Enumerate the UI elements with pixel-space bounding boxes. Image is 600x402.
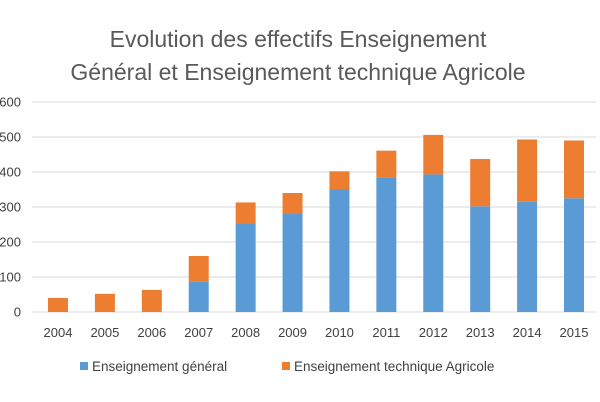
- bar-technique-2006: [141, 289, 162, 312]
- bar-general-2009: [282, 214, 303, 312]
- bar-technique-2015: [564, 140, 584, 199]
- legend-swatch-general: [80, 362, 88, 370]
- y-tick-label-400: 400: [0, 165, 21, 180]
- bar-general-2008: [235, 223, 256, 312]
- y-tick-label-100: 100: [0, 270, 21, 285]
- bar-technique-2013: [470, 159, 491, 207]
- x-tick-label-2008: 2008: [231, 325, 260, 340]
- y-tick-label-300: 300: [0, 200, 21, 215]
- bar-technique-2014: [517, 139, 538, 202]
- x-axis-ticks: 2004 2005 2006 2007 2008 2009 2010 2011 2012 2013…: [44, 325, 589, 340]
- bar-general-2011: [376, 177, 397, 312]
- x-tick-label-2015: 2015: [560, 325, 589, 340]
- y-axis-ticks: 0 100 200 300 400 500 600: [0, 95, 21, 320]
- y-tick-label-500: 500: [0, 130, 21, 145]
- bars: [48, 134, 584, 312]
- legend-label-technique: Enseignement technique Agricole: [294, 359, 494, 374]
- y-tick-label-0: 0: [14, 305, 21, 320]
- chart-title: Evolution des effectifs Enseignement Gén…: [70, 26, 525, 85]
- legend-swatch-technique: [282, 362, 290, 370]
- bar-technique-2004: [48, 298, 68, 312]
- x-tick-label-2005: 2005: [90, 325, 119, 340]
- bar-technique-2009: [282, 193, 303, 214]
- y-tick-label-600: 600: [0, 95, 21, 110]
- bar-general-2010: [329, 189, 350, 312]
- x-tick-label-2006: 2006: [137, 325, 166, 340]
- x-tick-label-2012: 2012: [419, 325, 448, 340]
- bar-general-2015: [564, 198, 584, 312]
- bar-technique-2012: [423, 134, 444, 175]
- bar-technique-2007: [188, 256, 209, 282]
- chart-title-line-1: Evolution des effectifs Enseignement: [110, 26, 487, 52]
- bar-technique-2005: [94, 293, 115, 312]
- x-tick-label-2014: 2014: [513, 325, 542, 340]
- bar-general-2012: [423, 174, 444, 312]
- x-tick-label-2010: 2010: [325, 325, 354, 340]
- x-tick-label-2011: 2011: [372, 325, 400, 340]
- gridlines: [32, 101, 596, 313]
- legend: Enseignement général Enseignement techniq…: [80, 359, 494, 374]
- x-tick-label-2013: 2013: [466, 325, 495, 340]
- x-tick-label-2009: 2009: [278, 325, 307, 340]
- bar-general-2013: [470, 206, 491, 312]
- legend-label-general: Enseignement général: [92, 359, 227, 374]
- bar-general-2014: [517, 201, 538, 312]
- bar-technique-2010: [329, 171, 350, 190]
- bar-technique-2011: [376, 150, 397, 178]
- bar-general-2007: [188, 281, 209, 312]
- y-tick-label-200: 200: [0, 235, 21, 250]
- x-tick-label-2007: 2007: [184, 325, 213, 340]
- x-tick-label-2004: 2004: [44, 325, 73, 340]
- bar-technique-2008: [235, 202, 256, 224]
- chart-title-line-2: Général et Enseignement technique Agrico…: [70, 59, 525, 85]
